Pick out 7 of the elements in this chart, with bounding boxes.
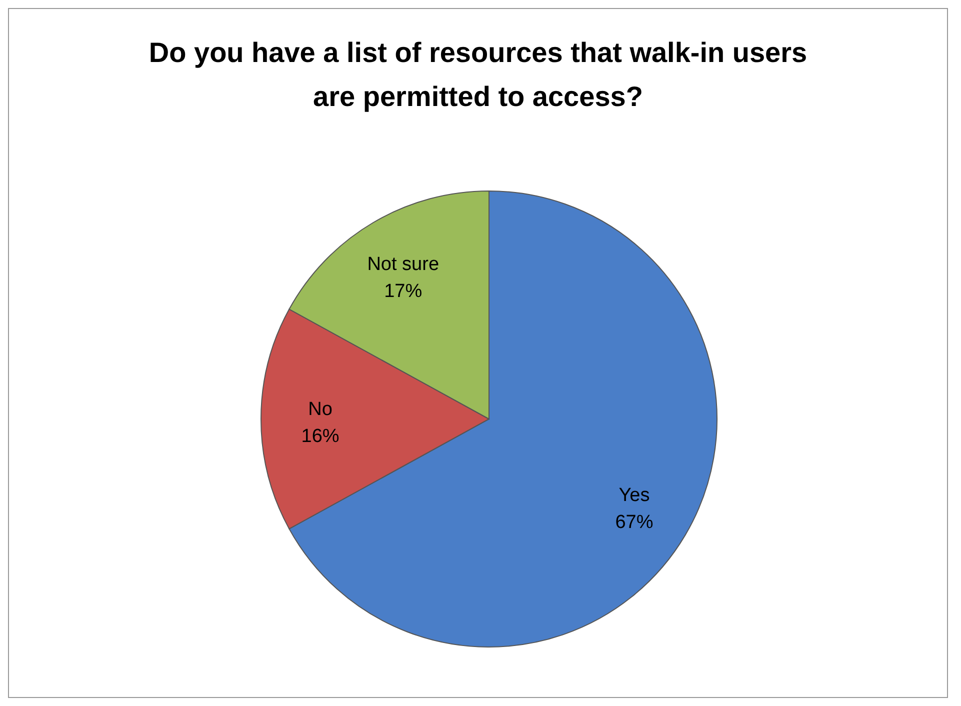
chart-title: Do you have a list of resources that walk-in users are permitted to access? [148, 36, 808, 114]
data-label: 17% [384, 280, 422, 302]
data-label: 67% [615, 512, 654, 533]
slice-label: No [308, 399, 332, 420]
slice-label: Yes [618, 484, 650, 506]
slice-label: Not sure [367, 254, 440, 275]
data-label: 16% [301, 426, 340, 447]
